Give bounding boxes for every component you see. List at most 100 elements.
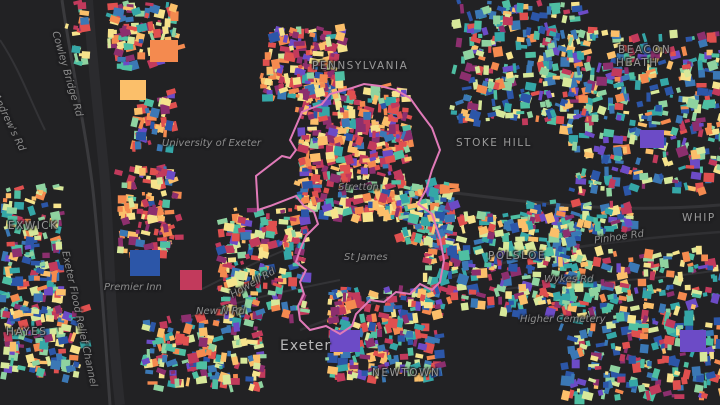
building-footprint (586, 55, 592, 63)
building-footprint (164, 209, 175, 215)
building-footprint (129, 166, 136, 173)
building-footprint (304, 28, 309, 34)
building-footprint (283, 72, 290, 84)
building-footprint (591, 33, 597, 41)
building-footprint (679, 128, 688, 135)
building-footprint (334, 31, 346, 42)
building-footprint (346, 89, 356, 97)
building-footprint (396, 97, 400, 102)
building-footprint (5, 193, 12, 199)
building-footprint (116, 246, 124, 254)
building-footprint (575, 37, 581, 45)
building-footprint (259, 72, 264, 80)
building-footprint (520, 101, 531, 109)
building-footprint (540, 107, 549, 117)
building-footprint (544, 48, 555, 58)
building-footprint (15, 276, 24, 287)
ward-boundary (254, 82, 446, 336)
building-footprint (121, 63, 133, 72)
building-footprint (300, 196, 311, 205)
building-footprint (145, 2, 154, 7)
building-footprint (162, 199, 171, 209)
building-footprint (677, 140, 681, 148)
building-footprint (334, 71, 346, 82)
building-footprint (683, 182, 689, 191)
building-footprint (162, 223, 169, 233)
building-footprint (288, 45, 295, 51)
building-footprint (314, 169, 319, 175)
building-footprint (175, 234, 184, 240)
building-footprint (119, 229, 129, 237)
building-footprint (127, 197, 135, 208)
building-footprint (329, 65, 338, 71)
building-footprint (666, 60, 674, 70)
building-footprint (454, 99, 464, 106)
building-footprint (353, 99, 362, 106)
building-footprint (262, 59, 270, 66)
building-footprint (449, 104, 455, 111)
building-footprint (310, 195, 318, 206)
building-footprint (472, 119, 481, 128)
building-footprint (368, 201, 373, 209)
building-footprint (539, 101, 546, 108)
building-footprint (483, 65, 489, 75)
building-footprint (490, 61, 500, 71)
building-footprint (42, 252, 50, 259)
building-footprint (146, 212, 159, 225)
building-footprint (593, 180, 602, 186)
building-footprint (33, 275, 40, 281)
building-footprint (575, 30, 583, 34)
building-footprint (292, 76, 302, 86)
building-footprint (606, 50, 617, 60)
building-footprint (555, 32, 561, 39)
building-footprint (38, 189, 44, 194)
building-footprint (315, 25, 325, 32)
building-footprint (42, 232, 48, 240)
building-footprint (118, 35, 129, 42)
building-footprint (334, 23, 346, 33)
building-footprint (466, 11, 474, 22)
building-footprint (330, 208, 339, 220)
building-footprint (310, 118, 319, 125)
building-footprint (267, 42, 277, 49)
building-footprint (126, 25, 138, 32)
building-footprint (342, 111, 350, 120)
building-footprint (305, 158, 312, 167)
building-footprint (278, 27, 286, 37)
building-footprint (162, 25, 169, 35)
building-footprint (36, 284, 48, 292)
building-footprint (3, 224, 12, 230)
building-footprint (331, 88, 339, 100)
building-footprint (137, 52, 146, 60)
building-footprint (373, 187, 382, 200)
building-footprint (470, 36, 482, 44)
building-footprint (461, 85, 472, 91)
building-footprint (516, 111, 525, 115)
building-footprint (113, 29, 117, 35)
building-footprint (393, 174, 405, 181)
building-footprint (167, 176, 179, 185)
building-footprint (462, 94, 472, 102)
building-footprint (400, 130, 407, 140)
building-footprint (602, 136, 609, 144)
building-footprint (383, 106, 388, 116)
building-footprint (505, 71, 514, 79)
building-footprint (681, 108, 690, 114)
building-footprint (57, 218, 63, 227)
building-footprint (22, 229, 27, 237)
building-footprint (582, 39, 592, 47)
building-footprint (354, 206, 365, 215)
building-footprint (309, 152, 322, 163)
building-footprint (549, 2, 561, 11)
building-footprint (304, 59, 308, 65)
building-footprint (551, 13, 557, 19)
building-footprint (468, 109, 482, 121)
building-footprint (160, 33, 166, 42)
building-footprint (6, 207, 18, 215)
building-footprint (561, 14, 568, 24)
building-footprint (707, 89, 714, 97)
building-footprint (527, 5, 533, 11)
building-footprint (122, 6, 134, 11)
building-footprint (10, 293, 21, 303)
